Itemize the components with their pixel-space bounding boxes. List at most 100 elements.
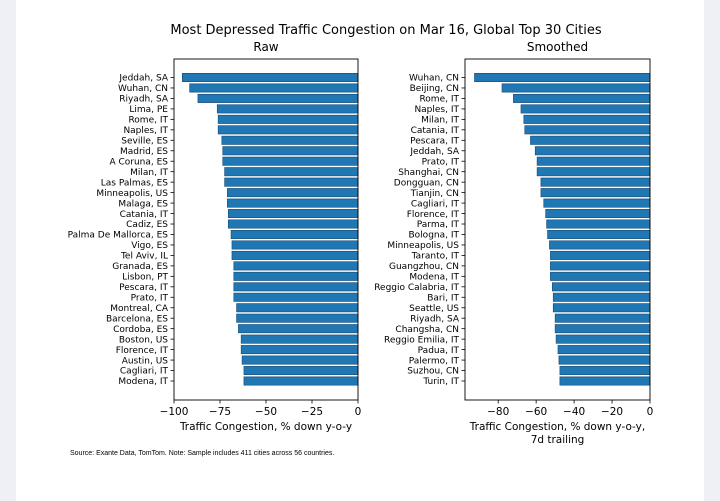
- bar: [222, 156, 359, 166]
- x-tick-label: −75: [209, 406, 231, 418]
- x-axis-label-line2: 7d trailing: [531, 434, 585, 446]
- category-label: Catania, IT: [120, 210, 169, 220]
- bar: [233, 292, 359, 302]
- category-label: Pescara, IT: [410, 136, 459, 146]
- category-label: Seattle, US: [409, 304, 459, 314]
- bar: [523, 114, 651, 124]
- bar: [231, 250, 359, 260]
- bar: [559, 376, 651, 386]
- category-label: Reggio Calabria, IT: [374, 283, 459, 293]
- category-label: Florence, IT: [116, 346, 169, 356]
- bar: [243, 376, 359, 386]
- category-label: Boston, US: [119, 335, 168, 345]
- bar: [227, 198, 359, 208]
- bar: [243, 366, 359, 376]
- bar: [233, 282, 359, 292]
- bar: [534, 146, 651, 156]
- bar: [227, 188, 359, 198]
- category-label: Changsha, CN: [395, 325, 459, 335]
- category-label: Prato, IT: [422, 157, 460, 167]
- bar: [550, 271, 651, 281]
- bar: [231, 240, 359, 250]
- category-label: Seville, ES: [121, 136, 168, 146]
- bar: [181, 73, 359, 82]
- chart-figure: Most Depressed Traffic Congestion on Mar…: [68, 23, 654, 457]
- category-label: Tianjin, CN: [410, 189, 459, 199]
- category-label: Austin, US: [122, 356, 169, 366]
- category-label: Catania, IT: [411, 126, 460, 136]
- bar: [545, 209, 651, 219]
- category-label: Wuhan, CN: [118, 84, 168, 94]
- x-tick-label: −100: [160, 406, 189, 418]
- category-label: Dongguan, CN: [394, 178, 459, 188]
- x-tick-label: 0: [355, 406, 362, 418]
- category-label: A Coruna, ES: [109, 157, 168, 167]
- category-label: Shanghai, CN: [398, 168, 459, 178]
- category-label: Riyadh, SA: [410, 314, 460, 324]
- category-label: Montreal, CA: [110, 304, 169, 314]
- bar: [513, 93, 651, 103]
- bar: [552, 292, 651, 302]
- bar: [554, 324, 651, 334]
- category-label: Palermo, IT: [409, 356, 460, 366]
- category-label: Wuhan, CN: [409, 74, 459, 84]
- bar: [236, 313, 359, 323]
- x-axis-label: Traffic Congestion, % down y-o-y: [179, 421, 352, 433]
- category-label: Vigo, ES: [131, 241, 168, 251]
- x-tick-label: 0: [647, 406, 654, 418]
- subplot-title: Smoothed: [527, 40, 588, 54]
- category-label: Pescara, IT: [119, 283, 168, 293]
- bar: [524, 125, 651, 135]
- category-label: Taranto, IT: [411, 252, 460, 262]
- bar: [551, 282, 651, 292]
- category-label: Suzhou, CN: [407, 367, 459, 377]
- category-label: Milan, IT: [421, 116, 459, 126]
- x-tick-label: −60: [525, 406, 547, 418]
- bar: [197, 93, 359, 103]
- category-label: Madrid, ES: [120, 147, 168, 157]
- category-label: Modena, IT: [118, 377, 168, 387]
- x-tick-label: −25: [301, 406, 323, 418]
- category-label: Bologna, IT: [409, 231, 460, 241]
- bar: [236, 303, 359, 313]
- chart-title: Most Depressed Traffic Congestion on Mar…: [170, 23, 601, 38]
- category-label: Tel Aviv, IL: [120, 252, 168, 262]
- bar: [552, 303, 651, 313]
- category-label: Reggio Emilia, IT: [384, 335, 460, 345]
- category-label: Barcelona, ES: [106, 314, 168, 324]
- bar: [217, 114, 359, 124]
- category-label: Cordoba, ES: [113, 325, 168, 335]
- bar: [550, 261, 651, 271]
- bar: [530, 135, 651, 145]
- bar: [189, 83, 359, 93]
- bar: [547, 229, 651, 239]
- bar: [227, 209, 359, 219]
- bar: [224, 167, 359, 177]
- bar: [550, 250, 651, 260]
- bar: [230, 229, 359, 239]
- category-label: Palma De Mallorca, ES: [68, 231, 169, 241]
- category-label: Cadiz, ES: [126, 220, 168, 230]
- bar: [233, 271, 359, 281]
- category-label: Milan, IT: [130, 168, 168, 178]
- bar: [233, 261, 359, 271]
- x-axis-label: Traffic Congestion, % down y-o-y,: [469, 421, 645, 433]
- category-label: Las Palmas, ES: [101, 178, 168, 188]
- category-label: Lisbon, PT: [122, 273, 168, 283]
- bar: [217, 125, 359, 135]
- bar: [546, 219, 651, 229]
- category-label: Minneapolis, US: [387, 241, 459, 251]
- category-label: Cagliari, IT: [120, 367, 169, 377]
- bar: [221, 135, 359, 145]
- bar: [555, 334, 651, 344]
- bar: [474, 73, 651, 82]
- x-tick-label: −80: [487, 406, 509, 418]
- bar: [536, 156, 651, 166]
- bar: [559, 366, 651, 376]
- bar: [536, 167, 651, 177]
- bar: [549, 240, 651, 250]
- bar: [558, 355, 651, 365]
- category-label: Jeddah, SA: [118, 74, 168, 84]
